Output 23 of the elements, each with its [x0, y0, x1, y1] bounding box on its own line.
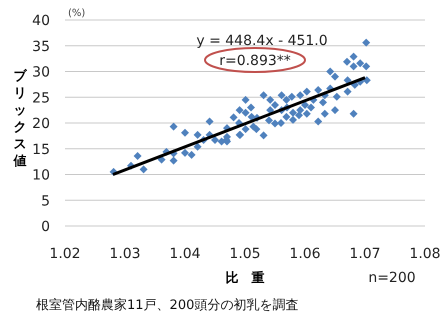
y-tick-label: 0 [41, 219, 50, 235]
y-tick-label: 30 [32, 64, 50, 80]
x-tick-label: 1.06 [289, 246, 321, 262]
x-tick-label: 1.04 [169, 246, 201, 262]
x-tick-label: 1.07 [349, 246, 381, 262]
x-tick-label: 1.08 [409, 246, 441, 262]
y-tick-label: 5 [41, 193, 50, 210]
y-tick-label: 40 [32, 13, 50, 29]
annotation: r=0.893** [219, 53, 291, 69]
text: (%) [68, 8, 86, 19]
y-axis-title: ブリックス値 [12, 68, 28, 169]
y-tick-label: 20 [32, 116, 50, 132]
x-tick-label: 1.03 [109, 246, 141, 262]
y-tick-label: 15 [32, 142, 50, 158]
x-axis-title: 比 重 [226, 270, 264, 286]
y-tick-label: 35 [32, 38, 50, 55]
y-tick-label: 10 [32, 168, 50, 184]
x-tick-label: 1.02 [49, 246, 81, 262]
text: n=200 [368, 270, 416, 286]
text: 根室管内酪農家11戸、200頭分の初乳を調査 [36, 297, 298, 313]
annotation: y = 448.4x - 451.0 [196, 33, 328, 49]
x-tick-label: 1.05 [229, 246, 261, 262]
y-tick-label: 25 [32, 90, 50, 106]
